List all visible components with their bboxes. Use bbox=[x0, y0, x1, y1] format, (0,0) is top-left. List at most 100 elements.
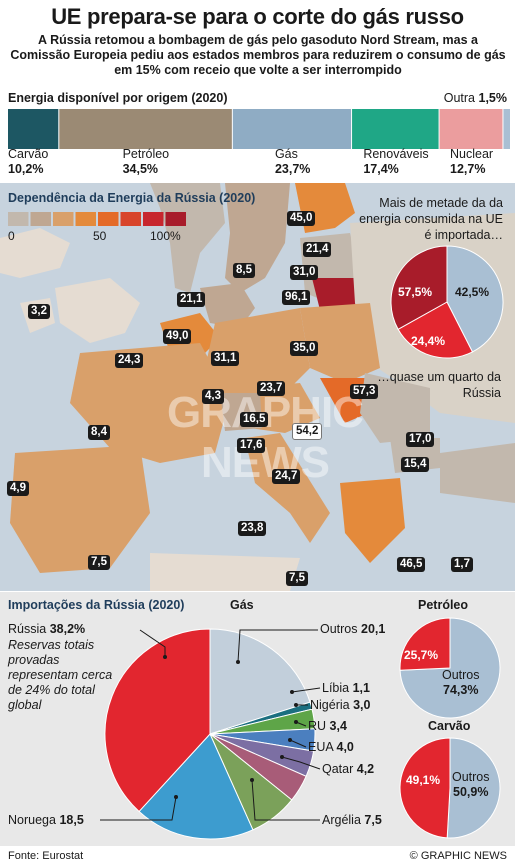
gas-pie-slice-0 bbox=[209, 628, 311, 735]
import-share-pie bbox=[390, 245, 504, 359]
gas-leader-lines bbox=[100, 629, 321, 821]
map-value-label: 3,2 bbox=[28, 304, 50, 319]
bar-label-0: Carvão 10,2% bbox=[8, 147, 49, 176]
dependency-legend bbox=[8, 212, 186, 226]
page-subtitle: A Rússia retomou a bombagem de gás pelo … bbox=[10, 33, 506, 77]
map-value-label: 15,4 bbox=[401, 457, 430, 472]
oil-pie-slice-1 bbox=[399, 617, 451, 671]
gas-label-qatar: Qatar 4,2 bbox=[322, 762, 375, 776]
imports-heading: Importações da Rússia (2020) bbox=[8, 598, 185, 612]
page-title: UE prepara-se para o corte do gás russo bbox=[51, 4, 464, 29]
map-value-label: 24,3 bbox=[115, 353, 144, 368]
legend-swatch-7 bbox=[165, 212, 186, 226]
land-britain-north bbox=[0, 228, 70, 278]
land-germany bbox=[205, 308, 310, 398]
map-value-label: 7,5 bbox=[286, 571, 308, 586]
map-value-label: 17,6 bbox=[237, 438, 266, 453]
land-italy bbox=[245, 433, 330, 543]
energy-bar-heading: Energia disponível por origem (2020) bbox=[8, 91, 228, 105]
map-value-label: 31,1 bbox=[211, 351, 240, 366]
map-value-label: 4,9 bbox=[7, 481, 29, 496]
land-denmark bbox=[200, 283, 255, 328]
gas-reserves-note: Reservas totais provadas representam cer… bbox=[8, 638, 113, 712]
import-pie-slice-2 bbox=[390, 245, 448, 330]
map-value-label: 1,7 bbox=[451, 557, 473, 572]
legend-swatch-5 bbox=[120, 212, 141, 226]
bar-segment-5 bbox=[503, 109, 510, 149]
bar-label-1: Petróleo 34,5% bbox=[122, 147, 170, 176]
map-value-label: 4,3 bbox=[202, 389, 224, 404]
coal-heading: Carvão bbox=[428, 719, 471, 733]
bar-segment-3 bbox=[352, 109, 439, 149]
map-heading: Dependência da Energia da Rússia (2020) bbox=[8, 191, 256, 205]
land-norway bbox=[150, 183, 225, 293]
legend-swatch-4 bbox=[98, 212, 119, 226]
legend-mid: 50 bbox=[93, 229, 107, 243]
gas-pie-slice-7 bbox=[138, 733, 254, 840]
bar-segment-4 bbox=[439, 109, 503, 149]
oil-heading: Petróleo bbox=[418, 598, 469, 612]
energy-bar-labels: Carvão 10,2% Petróleo 34,5% Gás 23,7% Renováve… bbox=[8, 147, 511, 179]
map-note-top: Mais de metade da da energia consumida n… bbox=[359, 196, 503, 242]
gas-pie-slice-8 bbox=[104, 628, 211, 813]
gas-label-norway: Noruega 18,5 bbox=[8, 813, 84, 827]
map-value-label: 21,1 bbox=[177, 292, 206, 307]
legend-swatch-2 bbox=[53, 212, 74, 226]
land-poland bbox=[300, 303, 380, 383]
oil-import-pie bbox=[399, 617, 501, 719]
map-note-bottom: …quase um quarto da Rússia bbox=[377, 370, 501, 400]
coal-russia-value: 49,1% bbox=[406, 773, 441, 787]
bar-segment-2 bbox=[232, 109, 352, 149]
map-value-label: 46,5 bbox=[397, 557, 426, 572]
map-value-label: 24,7 bbox=[272, 469, 301, 484]
watermark: GRAPHIC NEWS bbox=[167, 388, 364, 487]
map-value-label: 16,5 bbox=[240, 412, 269, 427]
map-value-label: 8,5 bbox=[233, 263, 255, 278]
pie-label-other: 42,5% bbox=[455, 285, 490, 299]
bar-label-4: Nuclear 12,7% bbox=[450, 147, 494, 176]
gas-label-libya: Líbia 1,1 bbox=[322, 681, 370, 695]
map-value-label: 96,1 bbox=[282, 290, 311, 305]
oil-pie-slice-0 bbox=[399, 617, 501, 719]
map-value-label: 23,7 bbox=[257, 381, 286, 396]
legend-swatch-1 bbox=[30, 212, 51, 226]
map-value-label: 7,5 bbox=[88, 555, 110, 570]
land-britain bbox=[55, 278, 140, 343]
pie-label-imported: 57,5% bbox=[398, 285, 433, 299]
land-iberia bbox=[10, 445, 150, 573]
gas-label-others: Outros 20,1 bbox=[320, 622, 386, 636]
import-pie-slice-1 bbox=[397, 301, 474, 359]
europe-map: Dependência da Energia da Rússia (2020) … bbox=[0, 183, 515, 591]
land-africa bbox=[150, 553, 300, 591]
map-value-label: 45,0 bbox=[287, 211, 316, 226]
land-turkey bbox=[440, 443, 515, 503]
oil-russia-value: 25,7% bbox=[404, 648, 439, 662]
gas-heading: Gás bbox=[230, 598, 254, 612]
legend-swatch-0 bbox=[8, 212, 29, 226]
gas-label-nigeria: Nigéria 3,0 bbox=[310, 698, 371, 712]
map-value-label: 49,0 bbox=[163, 329, 192, 344]
bar-segment-1 bbox=[59, 109, 232, 149]
gas-label-russia: Rússia 38,2% bbox=[8, 622, 86, 636]
map-value-label: 23,8 bbox=[238, 521, 267, 536]
coal-import-pie bbox=[399, 737, 501, 839]
gas-label-algeria: Argélia 7,5 bbox=[322, 813, 382, 827]
legend-swatch-3 bbox=[75, 212, 96, 226]
coal-others-label: Outros 50,9% bbox=[452, 770, 490, 799]
legend-min: 0 bbox=[8, 229, 15, 243]
map-value-label: 57,3 bbox=[350, 384, 379, 399]
gas-label-uk: RU 3,4 bbox=[308, 719, 347, 733]
legend-max: 100% bbox=[150, 229, 181, 243]
other-segment-label: Outra 1,5% bbox=[443, 91, 507, 105]
gas-import-pie bbox=[104, 628, 316, 840]
map-value-label: 54,2 bbox=[292, 423, 323, 440]
copyright: © GRAPHIC NEWS bbox=[409, 850, 507, 862]
land-france bbox=[70, 343, 230, 463]
import-pie-slice-0 bbox=[446, 245, 504, 353]
bar-label-3: Renováveis 17,4% bbox=[363, 147, 429, 176]
energy-bar-chart bbox=[8, 109, 510, 149]
gas-label-usa: EUA 4,0 bbox=[308, 740, 354, 754]
map-value-label: 8,4 bbox=[88, 425, 110, 440]
source-note: Fonte: Eurostat bbox=[8, 850, 84, 862]
coal-pie-slice-0 bbox=[446, 737, 501, 839]
